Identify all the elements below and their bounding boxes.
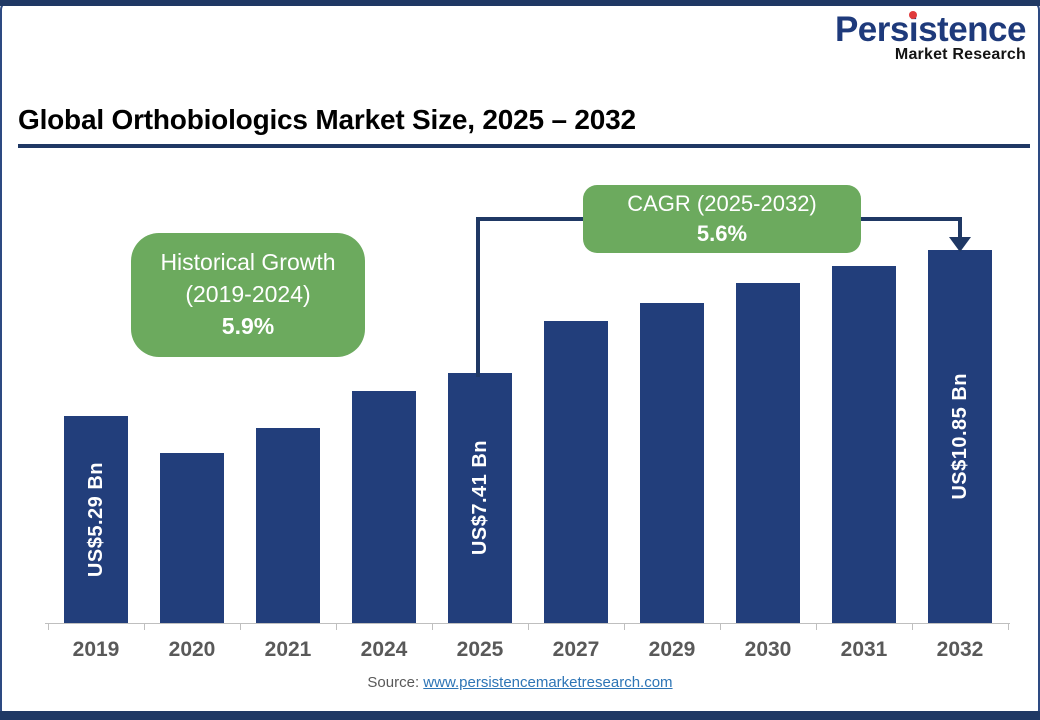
axis-tick — [912, 623, 913, 630]
cagr-callout: CAGR (2025-2032) 5.6% — [583, 185, 861, 253]
x-axis-label-2029: 2029 — [648, 638, 696, 661]
source-line: Source: www.persistencemarketresearch.co… — [0, 674, 1040, 691]
title-underline — [18, 144, 1030, 148]
connector-line-2025 — [476, 217, 480, 377]
bar-2029 — [640, 303, 704, 623]
x-axis-label-2031: 2031 — [840, 638, 888, 661]
axis-tick — [1008, 623, 1009, 630]
logo-text-pre: Pers — [834, 10, 909, 49]
arrow-down-icon — [949, 237, 971, 252]
bar-value-label-2019: US$5.29 Bn — [84, 461, 107, 578]
axis-tick — [528, 623, 529, 630]
axis-tick — [144, 623, 145, 630]
axis-tick — [816, 623, 817, 630]
logo-subtitle: Market Research — [894, 45, 1026, 63]
source-label: Source: — [367, 674, 420, 691]
bar-2030 — [736, 283, 800, 623]
page-title: Global Orthobiologics Market Size, 2025 … — [18, 104, 636, 135]
bar-2027 — [544, 321, 608, 623]
x-axis-label-2020: 2020 — [168, 638, 216, 661]
bottom-navy-strip — [0, 711, 1040, 720]
bar-2020 — [160, 453, 224, 623]
x-axis-label-2030: 2030 — [744, 638, 792, 661]
axis-tick — [432, 623, 433, 630]
axis-tick — [336, 623, 337, 630]
bar-2019: US$5.29 Bn — [64, 416, 128, 623]
source-link[interactable]: www.persistencemarketresearch.com — [423, 674, 673, 691]
historical-growth-callout: Historical Growth (2019-2024) 5.9% — [131, 233, 365, 357]
logo-red-dot-i: i — [908, 10, 919, 49]
bar-2032: US$10.85 Bn — [928, 250, 992, 623]
x-axis-label-2019: 2019 — [72, 638, 120, 661]
bar-value-label-2032: US$10.85 Bn — [948, 373, 971, 500]
logo-text-post: stence — [918, 10, 1026, 49]
bar-2031 — [832, 266, 896, 623]
x-axis-label-2021: 2021 — [264, 638, 312, 661]
top-navy-strip — [0, 0, 1040, 6]
historical-growth-line1: Historical Growth — [160, 249, 336, 276]
axis-tick — [624, 623, 625, 630]
logo-brand-text: Persistence — [834, 10, 1027, 49]
historical-growth-line2: (2019-2024) — [185, 281, 311, 308]
x-axis-label-2027: 2027 — [552, 638, 600, 661]
axis-tick — [48, 623, 49, 630]
historical-growth-value: 5.9% — [221, 312, 275, 339]
bar-2021 — [256, 428, 320, 623]
axis-tick — [720, 623, 721, 630]
x-axis-label-2024: 2024 — [360, 638, 408, 661]
x-axis-label-2025: 2025 — [456, 638, 504, 661]
bar-2024 — [352, 391, 416, 623]
persistence-logo: Persistence Market Research — [834, 10, 1027, 64]
cagr-line1: CAGR (2025-2032) — [627, 191, 817, 217]
bar-value-label-2025: US$7.41 Bn — [468, 440, 491, 556]
axis-tick — [240, 623, 241, 630]
x-axis-line — [45, 623, 1010, 624]
x-axis-label-2032: 2032 — [936, 638, 984, 661]
cagr-value: 5.6% — [696, 221, 748, 246]
connector-line-2032 — [958, 217, 962, 239]
bar-2025: US$7.41 Bn — [448, 373, 512, 623]
